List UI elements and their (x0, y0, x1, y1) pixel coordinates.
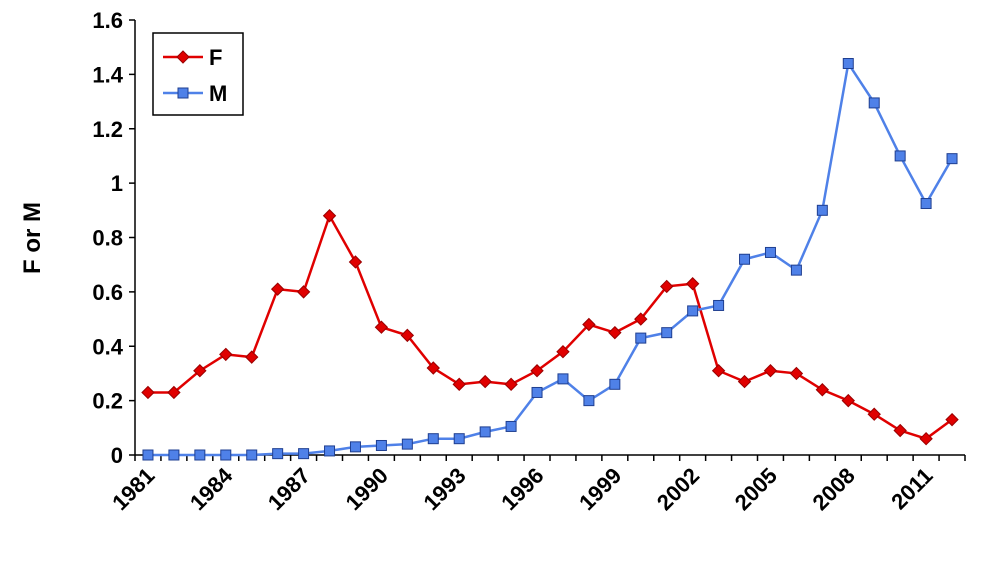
y-tick-label: 0.8 (92, 226, 123, 251)
x-tick-label: 2005 (730, 463, 782, 515)
y-tick-label: 0.2 (92, 389, 123, 414)
legend-label: M (209, 81, 227, 106)
legend-label: F (209, 45, 222, 70)
data-point (478, 374, 492, 389)
data-point (167, 385, 181, 400)
data-point (349, 441, 361, 453)
legend-marker (176, 50, 190, 64)
data-point (790, 264, 802, 276)
data-point (426, 361, 440, 375)
data-point (815, 383, 830, 397)
data-point (868, 97, 880, 109)
data-point (945, 412, 959, 427)
data-point (168, 449, 180, 461)
legend-marker (177, 87, 189, 99)
data-point (842, 58, 854, 69)
data-point (661, 327, 673, 339)
data-point (270, 282, 285, 296)
data-point (348, 255, 363, 269)
data-point (401, 438, 413, 450)
data-point (272, 448, 284, 460)
legend-box (152, 32, 244, 116)
data-point (841, 393, 855, 408)
data-point (427, 433, 439, 445)
y-tick-label: 0.6 (92, 280, 123, 305)
series-line (147, 60, 954, 457)
data-point (816, 204, 828, 216)
x-tick-label: 1990 (341, 463, 393, 515)
data-point (609, 378, 621, 390)
data-point (479, 426, 491, 438)
data-point (920, 198, 932, 210)
data-point (531, 386, 543, 398)
y-tick-label: 1.4 (92, 62, 123, 87)
data-point (608, 325, 622, 340)
y-tick-label: 0.4 (92, 334, 123, 359)
x-tick-label: 1984 (185, 462, 238, 515)
x-tick-label: 1993 (418, 463, 470, 515)
x-tick-label: 1987 (263, 463, 315, 515)
data-point (582, 317, 596, 332)
data-point (504, 377, 518, 392)
data-point (141, 385, 155, 400)
data-point (557, 373, 569, 385)
data-point (713, 299, 725, 311)
data-point (789, 366, 804, 381)
data-point (583, 395, 595, 407)
data-point (556, 344, 570, 359)
data-point (322, 209, 337, 223)
data-point (530, 364, 544, 378)
y-tick-label: 1.2 (92, 117, 123, 142)
data-point (142, 449, 154, 461)
x-tick-label: 1981 (107, 463, 159, 515)
data-point (298, 448, 310, 460)
data-point (685, 277, 700, 291)
data-point (246, 449, 258, 461)
data-point (687, 305, 699, 317)
data-point (893, 423, 907, 438)
x-tick-label: 2008 (808, 463, 860, 515)
data-point (453, 433, 465, 445)
x-tick-label: 2002 (652, 463, 704, 515)
x-tick-label: 1996 (496, 463, 548, 515)
series-line (147, 212, 953, 441)
data-point (919, 431, 933, 446)
data-point (193, 364, 207, 378)
data-point (452, 377, 466, 392)
x-tick-label: 2011 (886, 463, 937, 514)
x-tick-label: 1999 (574, 463, 626, 515)
data-point (634, 312, 648, 326)
y-tick-label: 1.6 (92, 8, 123, 33)
data-point (505, 420, 517, 432)
data-point (374, 320, 389, 334)
data-point (375, 439, 387, 451)
data-point (635, 332, 647, 344)
y-tick-label: 0 (111, 443, 123, 468)
data-point (220, 449, 232, 461)
data-point (245, 350, 259, 364)
data-point (400, 328, 415, 343)
data-point (764, 246, 776, 258)
y-axis-label: F or M (19, 202, 46, 274)
data-point (763, 364, 778, 378)
data-point (711, 364, 726, 378)
data-point (946, 153, 958, 165)
data-point (894, 150, 906, 162)
data-point (739, 253, 751, 265)
data-point (194, 449, 206, 461)
data-point (324, 445, 336, 457)
y-tick-label: 1 (111, 171, 123, 196)
data-point (660, 279, 674, 294)
data-point (867, 407, 881, 421)
data-point (296, 285, 311, 299)
data-point (219, 347, 233, 362)
data-point (737, 374, 752, 389)
